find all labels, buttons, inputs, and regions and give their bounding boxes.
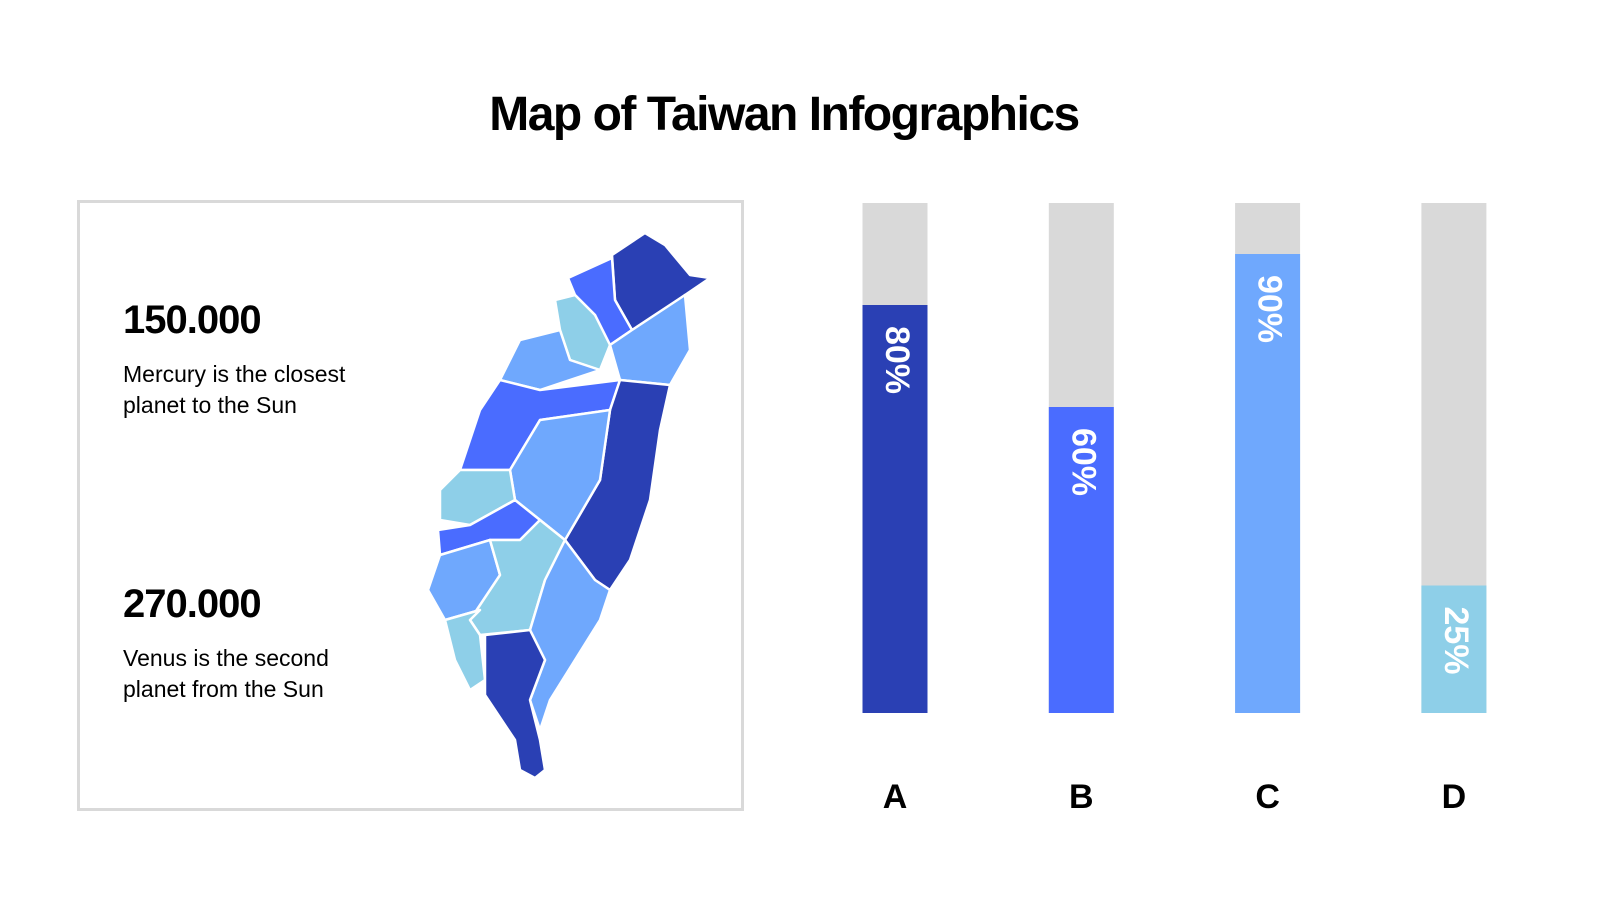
category-label: A: [883, 778, 908, 816]
category-label: C: [1255, 778, 1280, 816]
stat-value: 270.000: [123, 582, 261, 626]
stat-value: 150.000: [123, 298, 261, 342]
bar: [1048, 407, 1114, 713]
bar: [1235, 254, 1301, 713]
value-label: 60%: [1064, 428, 1102, 496]
category-label: B: [1069, 778, 1094, 816]
stat-text: Mercury is the closest: [123, 361, 346, 387]
bar: [862, 305, 928, 713]
stat-text: planet from the Sun: [123, 676, 324, 702]
value-label: 90%: [1251, 275, 1289, 343]
value-label: 25%: [1437, 606, 1475, 674]
category-label: D: [1442, 778, 1467, 816]
bar: [1421, 585, 1487, 713]
value-label: 80%: [878, 326, 916, 394]
stat-text: Venus is the second: [123, 645, 329, 671]
taiwan-map: [426, 231, 712, 780]
title: Map of Taiwan Infographics: [489, 88, 1078, 141]
stat-text: planet to the Sun: [123, 392, 297, 418]
